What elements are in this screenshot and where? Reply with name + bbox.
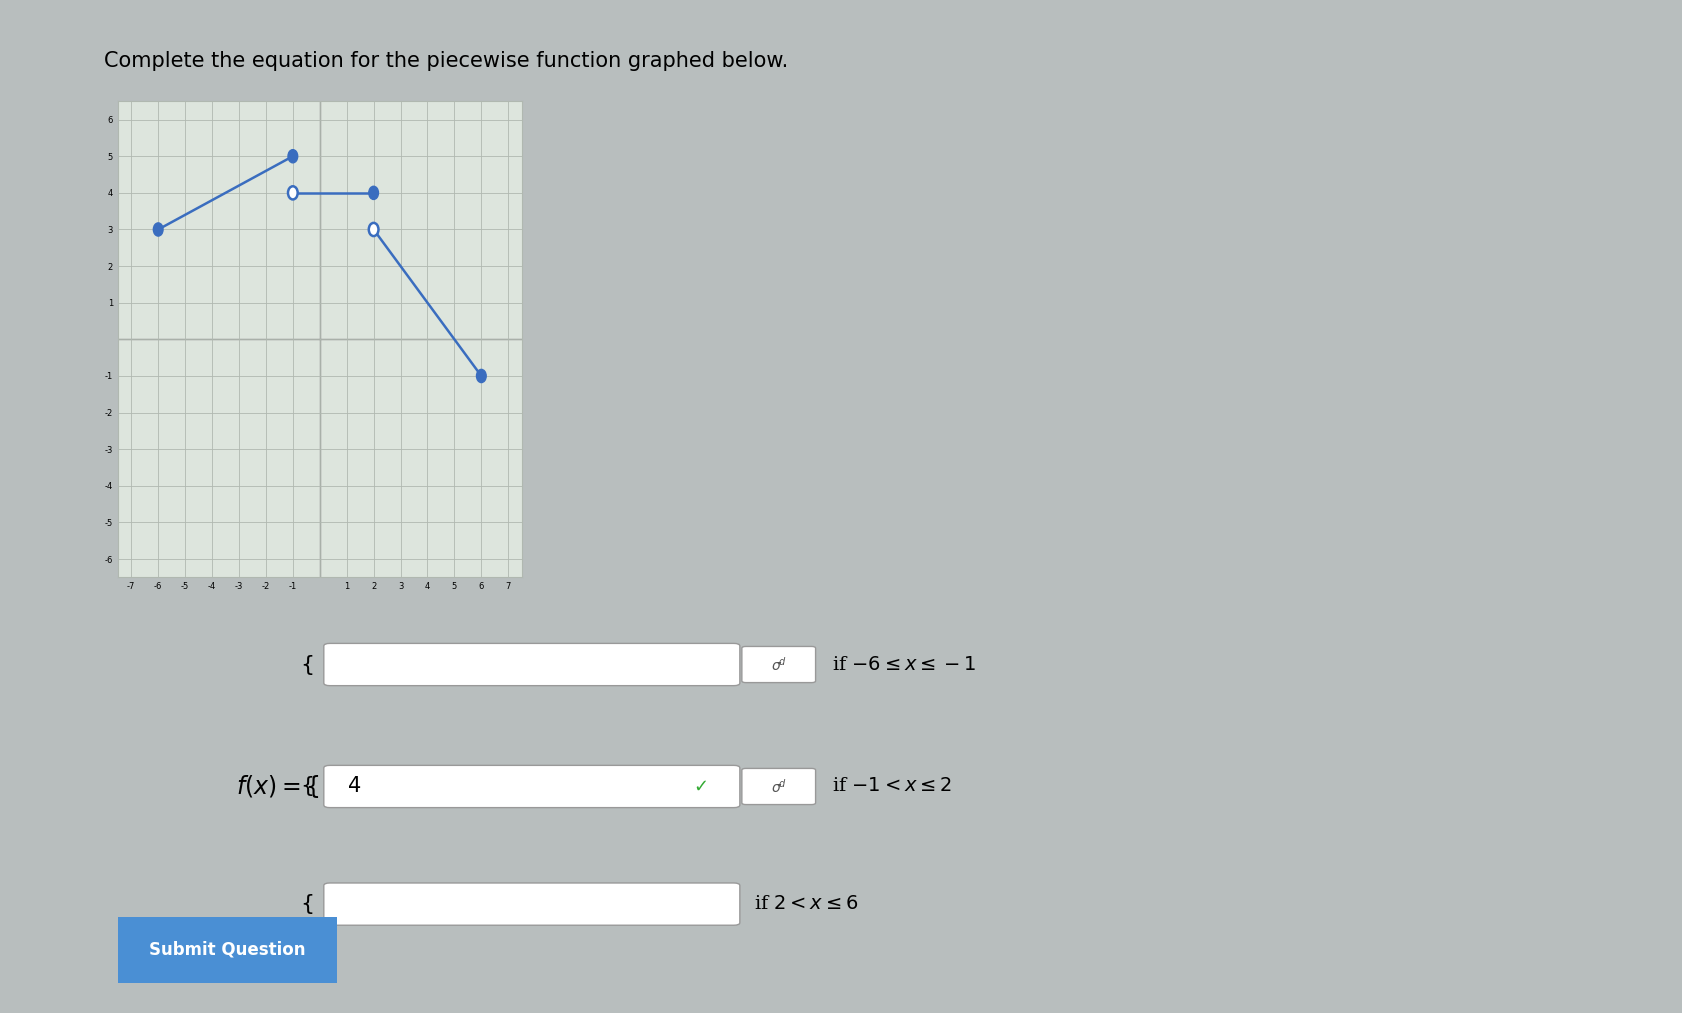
Text: $\sigma^{\!d}$: $\sigma^{\!d}$ xyxy=(770,778,785,795)
Text: {: { xyxy=(301,894,315,914)
FancyBboxPatch shape xyxy=(323,766,740,807)
Text: {: { xyxy=(301,777,315,796)
Circle shape xyxy=(153,223,163,236)
FancyBboxPatch shape xyxy=(323,643,740,686)
Circle shape xyxy=(288,150,298,163)
Circle shape xyxy=(288,186,298,200)
Text: 4: 4 xyxy=(348,777,362,796)
FancyBboxPatch shape xyxy=(742,769,816,804)
Text: ✓: ✓ xyxy=(693,778,708,795)
Circle shape xyxy=(368,223,378,236)
Text: if $-1 < x \leq 2$: if $-1 < x \leq 2$ xyxy=(831,778,952,795)
Text: Complete the equation for the piecewise function graphed below.: Complete the equation for the piecewise … xyxy=(104,51,787,71)
FancyBboxPatch shape xyxy=(742,646,816,683)
Circle shape xyxy=(368,186,378,200)
Text: {: { xyxy=(301,654,315,675)
FancyBboxPatch shape xyxy=(323,883,740,925)
Text: if $2 < x \leq 6$: if $2 < x \leq 6$ xyxy=(754,895,858,913)
Text: $f(x) = \{$: $f(x) = \{$ xyxy=(235,773,320,800)
Circle shape xyxy=(476,370,486,383)
Text: $\sigma^{\!d}$: $\sigma^{\!d}$ xyxy=(770,655,785,674)
Text: Submit Question: Submit Question xyxy=(150,941,304,958)
Text: if $-6 \leq x \leq -1$: if $-6 \leq x \leq -1$ xyxy=(831,655,976,674)
